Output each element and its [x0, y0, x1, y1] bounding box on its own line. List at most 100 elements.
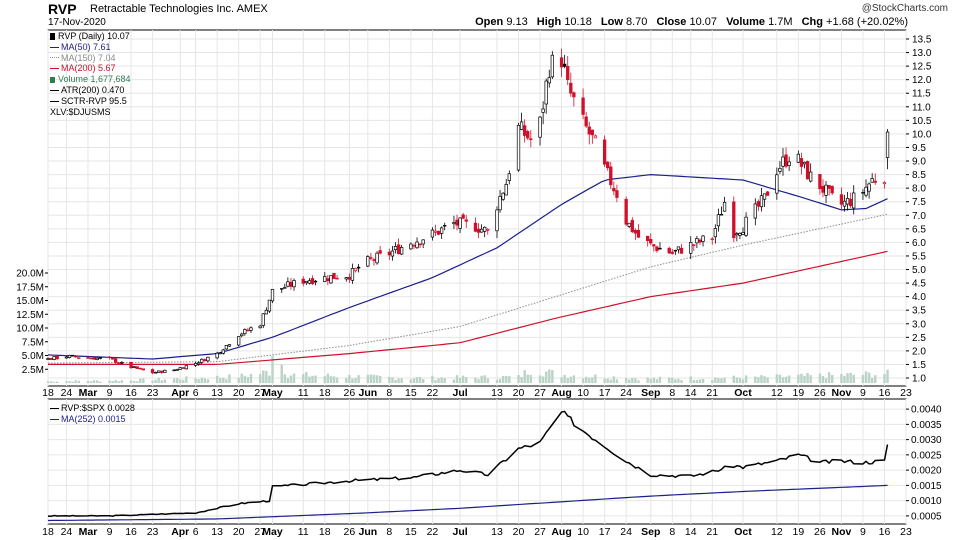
candle-body [713, 228, 717, 238]
volume-bar [415, 377, 419, 383]
candle-body [483, 226, 487, 232]
price-tick-label: 5.0 [912, 265, 926, 276]
candle-body [602, 139, 607, 165]
x-tick-label-bottom: 26 [344, 526, 356, 538]
x-tick-label-bottom: 20 [513, 526, 525, 538]
price-legend-label: SCTR-RVP 95.5 [61, 95, 127, 106]
chart-date: 17-Nov-2020 [48, 17, 106, 28]
x-tick-label-top: Mar [79, 387, 98, 399]
candle-body [765, 191, 770, 196]
x-tick-label-bottom: Jun [358, 526, 377, 538]
volume-bar [215, 375, 219, 383]
candle-body [430, 229, 435, 238]
candle-body [805, 161, 810, 180]
ratio-tick-label: 0.0015 [911, 481, 942, 492]
price-tick-label: 13.0 [912, 48, 932, 59]
candle-body [526, 131, 530, 139]
x-tick-label-bottom: Aug [551, 526, 571, 538]
x-tick-label-top: Nov [831, 387, 851, 399]
volume-bar [846, 373, 849, 383]
volume-bar [225, 379, 228, 383]
x-tick-label-bottom: 27 [534, 526, 546, 538]
candle-body [114, 358, 118, 363]
volume-bar [551, 370, 554, 383]
candle-body [547, 77, 551, 84]
x-tick-label-bottom: 24 [620, 526, 632, 538]
volume-bar [634, 378, 637, 383]
volume-bar [849, 372, 852, 383]
close-value: 10.07 [689, 16, 718, 28]
x-tick-label-bottom: 12 [771, 526, 783, 538]
volume-bar [677, 378, 680, 383]
volume-bar [584, 376, 588, 383]
price-legend-swatch [50, 32, 55, 40]
x-tick-label-top: 27 [254, 387, 266, 399]
price-tick-label: 2.5 [912, 333, 926, 344]
x-tick-label-top: 27 [534, 387, 546, 399]
x-tick-label-top: Aug [551, 387, 571, 399]
candle-body [92, 357, 96, 360]
volume-bar [172, 378, 176, 383]
x-tick-label-top: 26 [814, 387, 826, 399]
volume-bar [874, 375, 877, 383]
ma50-line [47, 173, 888, 360]
candle-body [95, 357, 99, 361]
volume-bar [803, 375, 806, 383]
price-legend-swatch [50, 68, 59, 70]
price-legend-label: ATR(200) 0.470 [61, 84, 125, 95]
volume-bar [388, 376, 391, 383]
candle-body [541, 108, 545, 113]
candle-body [679, 247, 684, 254]
x-tick-label-top: 20 [233, 387, 245, 399]
x-tick-label-bottom: 24 [61, 526, 73, 538]
candle-body [538, 116, 542, 138]
x-tick-label-top: 6 [193, 387, 199, 399]
candle-body [163, 369, 167, 373]
candle-body [64, 356, 69, 359]
volume-bar [520, 376, 523, 383]
candle-body [356, 266, 361, 269]
candle-body [655, 246, 659, 251]
x-tick-label-bottom: 8 [669, 526, 675, 538]
candle-body [695, 238, 699, 244]
volume-bar [443, 377, 446, 383]
candle-body [70, 354, 75, 357]
candle-body [692, 244, 696, 246]
volume-bar [286, 378, 290, 383]
candle-body [649, 238, 653, 244]
candle-body [458, 217, 462, 229]
candle-body [848, 198, 853, 207]
x-tick-label-bottom: 16 [125, 526, 137, 538]
candle-body [461, 214, 465, 219]
volume-bar [760, 375, 763, 383]
volume-bar [818, 373, 822, 383]
x-tick-label-top: May [262, 387, 283, 399]
candle-body [738, 233, 742, 236]
x-tick-label-bottom: Nov [831, 526, 851, 538]
candle-body [559, 57, 564, 68]
volume-bar [394, 379, 397, 383]
candle-body [861, 192, 865, 194]
volume-bar [744, 375, 748, 383]
candle-body [495, 209, 499, 232]
high-value: 10.18 [564, 16, 592, 28]
volume-bar [56, 381, 59, 383]
x-tick-label-top: 23 [900, 387, 912, 399]
volume-bar [163, 379, 167, 383]
candle-body [476, 228, 481, 233]
volume-bar [720, 378, 723, 383]
volume-bar [77, 380, 80, 383]
candle-body [387, 251, 392, 256]
candle-body [636, 229, 641, 238]
volume-bar [197, 379, 200, 383]
candle-body [249, 327, 253, 331]
candle-body [439, 227, 444, 234]
candle-body [67, 354, 72, 358]
candle-body [421, 239, 425, 245]
candle-body [627, 222, 631, 227]
price-legend-swatch [50, 76, 55, 83]
x-tick-label-bottom: 20 [233, 526, 245, 538]
candle-body [759, 195, 764, 208]
candle-body [670, 251, 674, 254]
